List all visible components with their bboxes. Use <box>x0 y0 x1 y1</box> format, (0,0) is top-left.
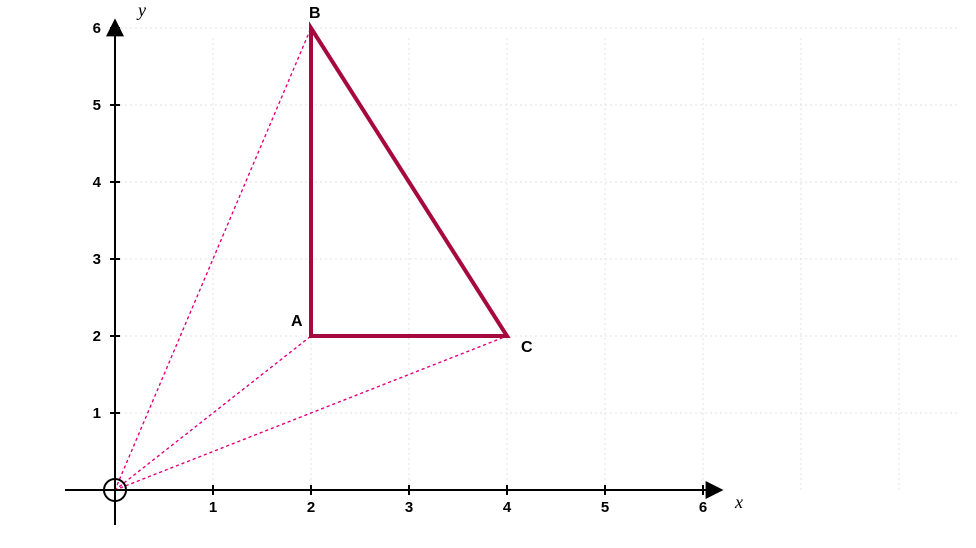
y-tick-label: 3 <box>93 251 101 268</box>
vertex-label-a: A <box>291 313 303 330</box>
x-tick-label: 4 <box>503 499 512 516</box>
x-tick-label: 5 <box>601 499 609 516</box>
x-tick-label: 2 <box>307 499 315 516</box>
vertex-label-b: B <box>309 5 321 22</box>
y-tick-label: 4 <box>93 174 102 191</box>
x-tick-label: 6 <box>699 499 707 516</box>
y-tick-label: 2 <box>93 328 101 345</box>
chart-bg <box>0 0 976 548</box>
x-axis-label: x <box>734 492 743 512</box>
chart-svg: 1 2 3 4 5 6 1 2 3 4 5 6 x y A B C <box>0 0 976 548</box>
y-tick-label: 5 <box>93 97 101 114</box>
y-tick-label: 6 <box>93 20 101 37</box>
coordinate-chart: 1 2 3 4 5 6 1 2 3 4 5 6 x y A B C <box>0 0 976 548</box>
vertex-label-c: C <box>521 339 533 356</box>
y-tick-label: 1 <box>93 405 101 422</box>
x-tick-label: 3 <box>405 499 413 516</box>
y-axis-label: y <box>136 0 146 20</box>
x-tick-label: 1 <box>209 499 217 516</box>
